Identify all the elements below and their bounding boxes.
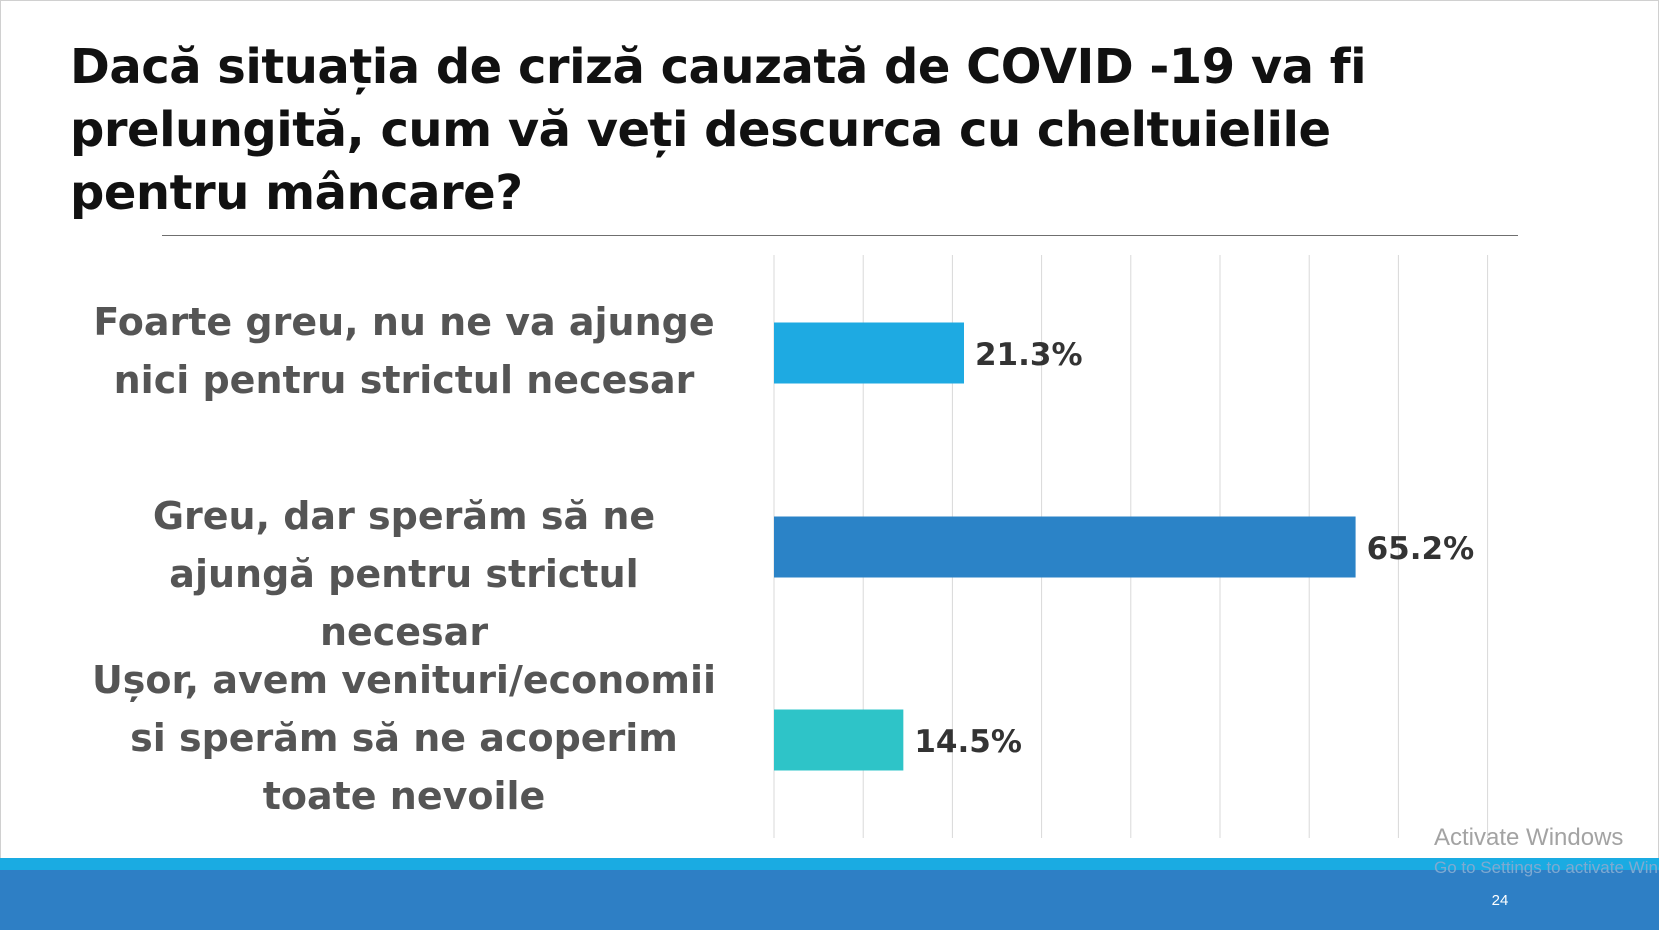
bar (774, 516, 1356, 578)
data-label: 21.3% (975, 337, 1083, 373)
category-label: Ușor, avem venituri/economii si sperăm s… (91, 658, 717, 818)
page-number: 24 (1491, 892, 1509, 909)
data-label: 65.2% (1367, 531, 1475, 567)
bar (774, 322, 964, 384)
data-label: 14.5% (914, 724, 1022, 760)
category-label: Foarte greu, nu ne va ajunge nici pentru… (93, 300, 715, 402)
footer-band (0, 870, 1659, 930)
footer-accent-strip (0, 858, 1659, 870)
activation-watermark-title: Activate Windows (1434, 824, 1624, 851)
value-labels: 21.3% 65.2% 14.5% (914, 337, 1474, 760)
bar (774, 709, 904, 771)
category-label: Greu, dar sperăm să ne ajungă pentru str… (152, 494, 656, 654)
slide-title: Dacă situația de criză cauzată de COVID … (70, 39, 1367, 221)
activation-watermark-subtitle: Go to Settings to activate Windows. (1434, 858, 1659, 877)
bars (774, 322, 1356, 771)
title-divider (162, 235, 1518, 236)
